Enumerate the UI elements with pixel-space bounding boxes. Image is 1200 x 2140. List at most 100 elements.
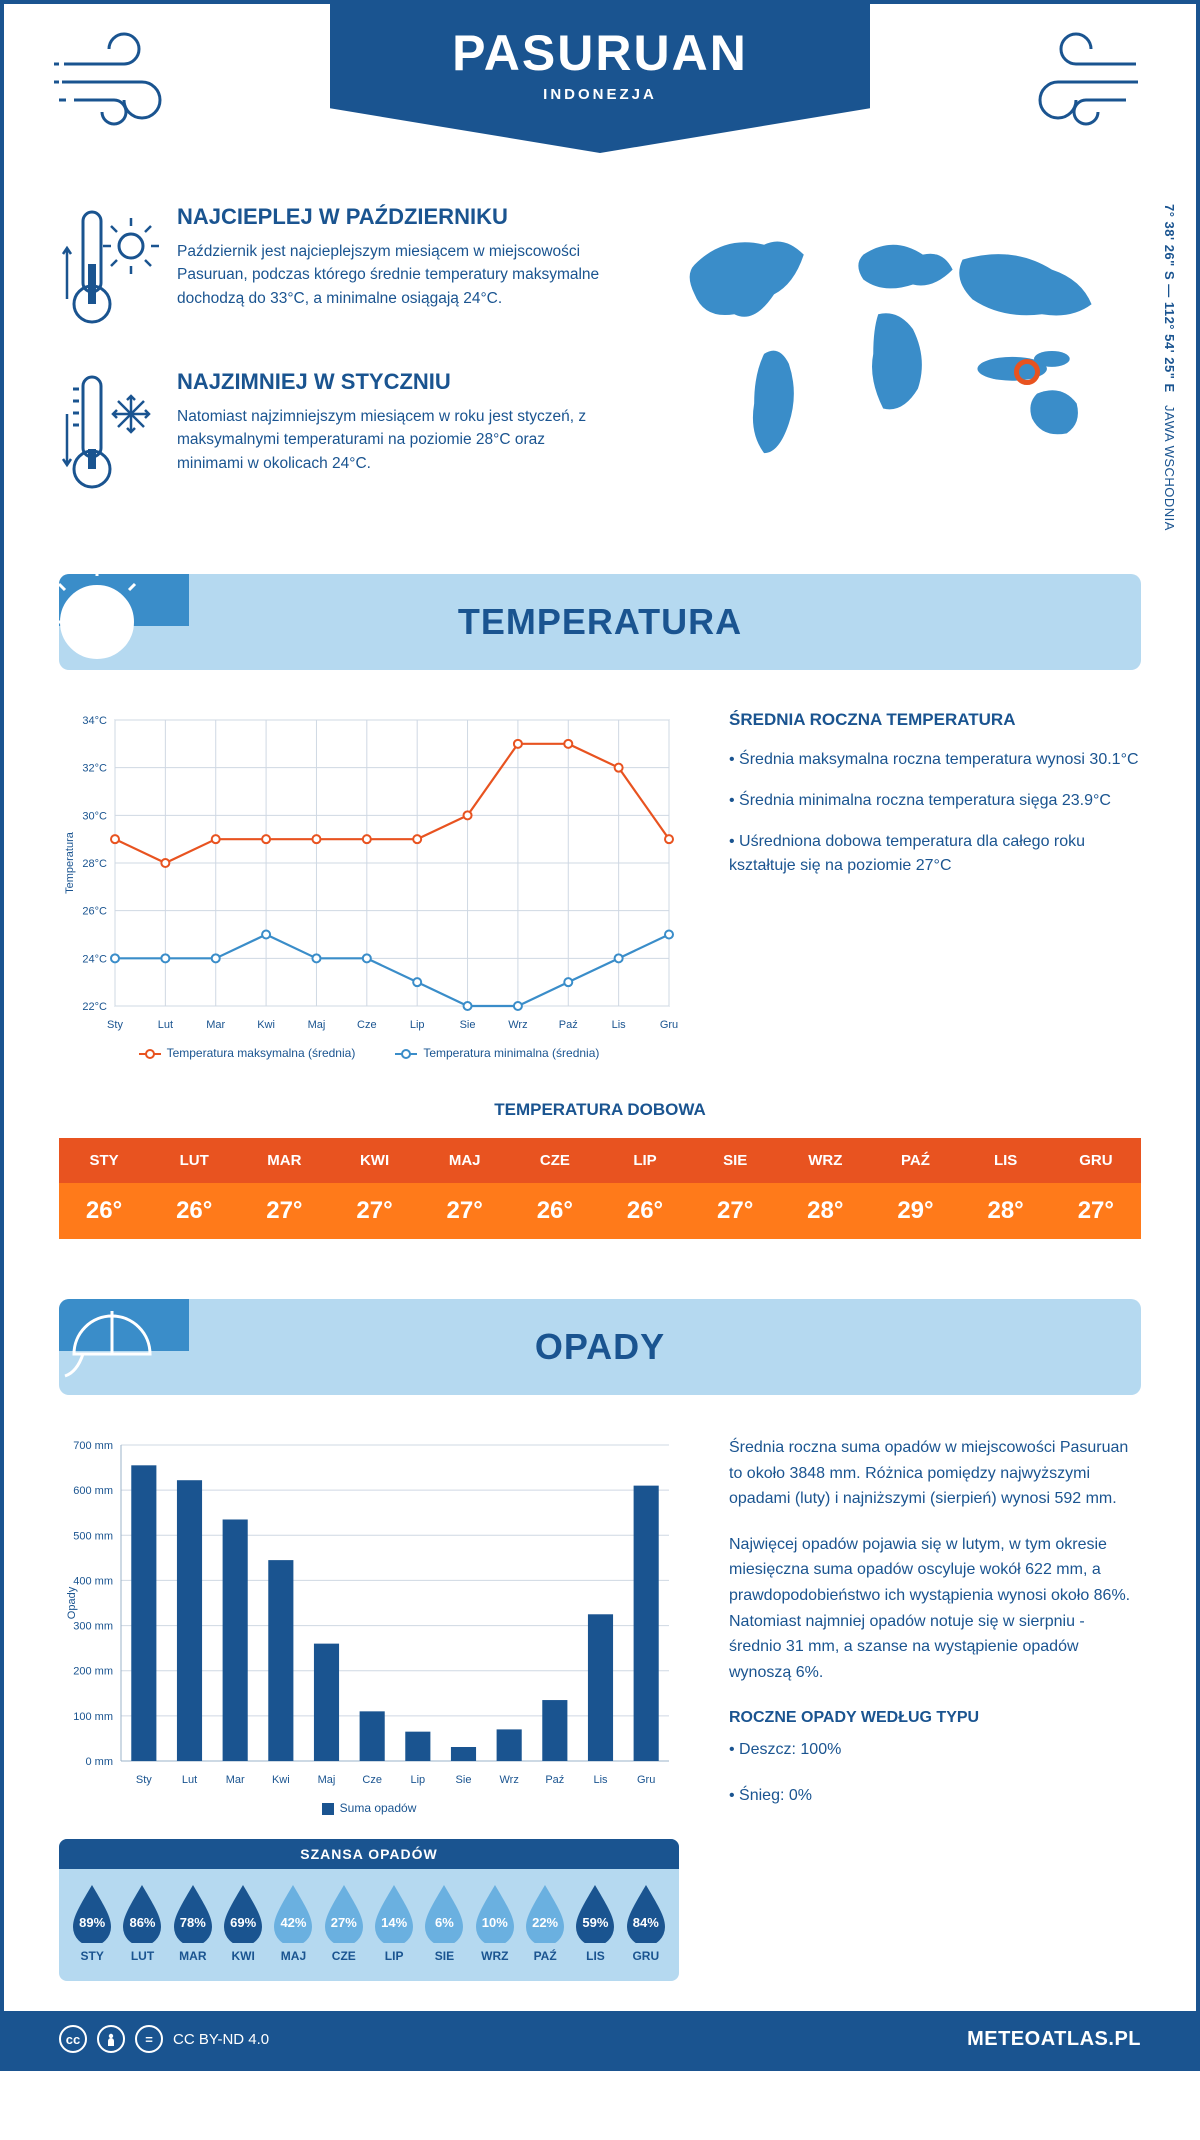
rain-chance-drop: 86% LUT: [117, 1883, 167, 1963]
by-icon: [97, 2025, 125, 2053]
svg-text:0 mm: 0 mm: [86, 1756, 114, 1768]
svg-text:Cze: Cze: [362, 1774, 382, 1786]
precipitation-chart-legend: Suma opadów: [59, 1801, 679, 1815]
svg-text:200 mm: 200 mm: [73, 1666, 113, 1678]
svg-text:Kwi: Kwi: [272, 1774, 290, 1786]
facts-row: NAJCIEPLEJ W PAŹDZIERNIKU Październik je…: [59, 204, 1141, 534]
svg-text:400 mm: 400 mm: [73, 1575, 113, 1587]
daily-temperature-table: STYLUTMARKWIMAJCZELIPSIEWRZPAŹLISGRU26°2…: [59, 1138, 1141, 1239]
svg-text:700 mm: 700 mm: [73, 1440, 113, 1452]
precipitation-summary: Średnia roczna suma opadów w miejscowośc…: [729, 1435, 1141, 1981]
page-title: PASURUAN: [370, 24, 830, 82]
fact-hottest: NAJCIEPLEJ W PAŹDZIERNIKU Październik je…: [59, 204, 605, 339]
license-text: CC BY-ND 4.0: [173, 2031, 269, 2048]
temperature-bullet: • Średnia minimalna roczna temperatura s…: [729, 789, 1141, 814]
section-header-temperature: TEMPERATURA: [59, 574, 1141, 670]
svg-text:Gru: Gru: [637, 1774, 655, 1786]
temperature-summary: ŚREDNIA ROCZNA TEMPERATURA • Średnia mak…: [729, 710, 1141, 1060]
svg-text:500 mm: 500 mm: [73, 1530, 113, 1542]
svg-text:Wrz: Wrz: [508, 1019, 527, 1031]
header: PASURUAN INDONEZJA: [4, 4, 1196, 194]
svg-text:24°C: 24°C: [82, 953, 107, 965]
rain-chance-drop: 6% SIE: [419, 1883, 469, 1963]
svg-text:22°C: 22°C: [82, 1001, 107, 1013]
rain-chance-drop: 27% CZE: [319, 1883, 369, 1963]
svg-text:300 mm: 300 mm: [73, 1621, 113, 1633]
section-title-precipitation: OPADY: [535, 1326, 665, 1368]
rain-chance-drop: 78% MAR: [168, 1883, 218, 1963]
svg-text:Wrz: Wrz: [499, 1774, 518, 1786]
svg-text:34°C: 34°C: [82, 715, 107, 727]
fact-coldest-text: Natomiast najzimniejszym miesiącem w rok…: [177, 405, 605, 475]
svg-text:Mar: Mar: [206, 1019, 225, 1031]
location-marker-icon: [1014, 359, 1040, 385]
precipitation-bytype-item: • Deszcz: 100%: [729, 1737, 1141, 1763]
cc-icon: cc: [59, 2025, 87, 2053]
temperature-summary-title: ŚREDNIA ROCZNA TEMPERATURA: [729, 710, 1141, 730]
rain-chance-drop: 22% PAŹ: [520, 1883, 570, 1963]
svg-text:Maj: Maj: [308, 1019, 326, 1031]
svg-text:Sie: Sie: [456, 1774, 472, 1786]
rain-chance-title: SZANSA OPADÓW: [59, 1839, 679, 1869]
footer: cc = CC BY-ND 4.0 METEOATLAS.PL: [4, 2011, 1196, 2067]
section-header-precipitation: OPADY: [59, 1299, 1141, 1395]
svg-text:Sie: Sie: [460, 1019, 476, 1031]
rain-chance-drop: 84% GRU: [621, 1883, 671, 1963]
svg-text:28°C: 28°C: [82, 858, 107, 870]
precipitation-text: Średnia roczna suma opadów w miejscowośc…: [729, 1435, 1141, 1512]
svg-text:Opady: Opady: [66, 1586, 78, 1619]
rain-chance-drop: 10% WRZ: [470, 1883, 520, 1963]
rain-chance-drop: 14% LIP: [369, 1883, 419, 1963]
svg-text:32°C: 32°C: [82, 763, 107, 775]
coordinates-label: 7° 38' 26" S — 112° 54' 25" E JAWA WSCHO…: [1162, 204, 1177, 531]
fact-coldest-title: NAJZIMNIEJ W STYCZNIU: [177, 369, 605, 395]
fact-hottest-title: NAJCIEPLEJ W PAŹDZIERNIKU: [177, 204, 605, 230]
header-banner: PASURUAN INDONEZJA: [330, 4, 870, 153]
svg-text:Paź: Paź: [559, 1019, 578, 1031]
wind-icon-left: [54, 24, 194, 134]
svg-text:Mar: Mar: [226, 1774, 245, 1786]
svg-text:Temperatura: Temperatura: [64, 831, 76, 894]
svg-text:Kwi: Kwi: [257, 1019, 275, 1031]
world-map: [645, 204, 1141, 484]
nd-icon: =: [135, 2025, 163, 2053]
svg-text:Paź: Paź: [545, 1774, 564, 1786]
precipitation-bytype-title: ROCZNE OPADY WEDŁUG TYPU: [729, 1709, 1141, 1727]
rain-chance-drop: 89% STY: [67, 1883, 117, 1963]
precipitation-bar-chart: 0 mm 100 mm 200 mm 300 mm 400 mm 500 mm 600 mm…: [59, 1435, 679, 1815]
svg-text:Lis: Lis: [593, 1774, 608, 1786]
license-block: cc = CC BY-ND 4.0: [59, 2025, 269, 2053]
temperature-bullet: • Średnia maksymalna roczna temperatura …: [729, 748, 1141, 773]
svg-text:Lis: Lis: [612, 1019, 627, 1031]
precipitation-text: Najwięcej opadów pojawia się w lutym, w …: [729, 1532, 1141, 1686]
page-subtitle: INDONEZJA: [370, 86, 830, 103]
svg-text:Lut: Lut: [182, 1774, 197, 1786]
svg-text:30°C: 30°C: [82, 810, 107, 822]
rain-chance-panel: SZANSA OPADÓW 89% STY 86% LUT 78% MAR 6: [59, 1839, 679, 1981]
infographic-container: PASURUAN INDONEZJA: [0, 0, 1200, 2071]
rain-chance-drop: 59% LIS: [570, 1883, 620, 1963]
thermometer-hot-icon: [59, 204, 159, 339]
svg-text:Gru: Gru: [660, 1019, 678, 1031]
svg-text:Cze: Cze: [357, 1019, 377, 1031]
svg-text:Lip: Lip: [410, 1774, 425, 1786]
svg-text:100 mm: 100 mm: [73, 1711, 113, 1723]
precipitation-bytype-item: • Śnieg: 0%: [729, 1783, 1141, 1809]
daily-temperature-title: TEMPERATURA DOBOWA: [59, 1100, 1141, 1120]
brand-label: METEOATLAS.PL: [967, 2028, 1141, 2051]
section-title-temperature: TEMPERATURA: [458, 601, 742, 643]
svg-text:600 mm: 600 mm: [73, 1485, 113, 1497]
thermometer-cold-icon: [59, 369, 159, 504]
fact-hottest-text: Październik jest najcieplejszym miesiące…: [177, 240, 605, 310]
svg-text:Lut: Lut: [158, 1019, 173, 1031]
fact-coldest: NAJZIMNIEJ W STYCZNIU Natomiast najzimni…: [59, 369, 605, 504]
rain-chance-drop: 42% MAJ: [268, 1883, 318, 1963]
wind-icon-right: [1006, 24, 1146, 134]
svg-text:Lip: Lip: [410, 1019, 425, 1031]
temperature-chart-legend: .swatch:nth-child(1)::after{border-color…: [59, 1046, 679, 1060]
svg-text:26°C: 26°C: [82, 906, 107, 918]
svg-text:Maj: Maj: [318, 1774, 336, 1786]
svg-text:Sty: Sty: [107, 1019, 123, 1031]
svg-text:Sty: Sty: [136, 1774, 152, 1786]
rain-chance-drop: 69% KWI: [218, 1883, 268, 1963]
